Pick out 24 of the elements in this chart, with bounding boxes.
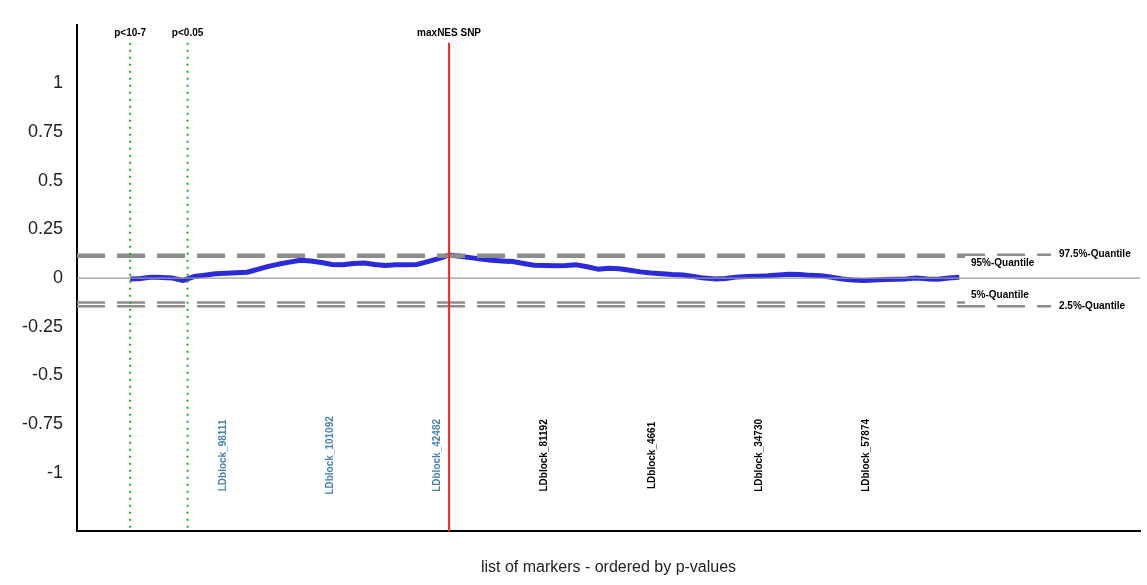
y-tick-label: 0.5 — [38, 169, 64, 190]
annotation: LDblock_34730 — [752, 418, 764, 492]
annotation: LDblock_57874 — [859, 418, 871, 492]
y-tick-label: -1 — [47, 461, 64, 482]
annotation: LDblock_98111 — [217, 419, 229, 492]
annotation: LDblock_81192 — [538, 418, 550, 492]
ref-line-label: 97.5%-Quantile — [1059, 248, 1132, 260]
x-axis-title: list of markers - ordered by p-values — [480, 557, 737, 575]
y-tick-label: -0.75 — [22, 413, 64, 434]
y-tick-label: 1 — [53, 72, 64, 93]
annotation: p<0.05 — [171, 26, 204, 38]
annotation: LDblock_42482 — [431, 418, 443, 492]
ref-line-label: 95%-Quantile — [971, 257, 1035, 269]
ref-line-label: 2.5%-Quantile — [1059, 300, 1126, 312]
y-tick-label: 0 — [53, 267, 64, 288]
ref-line-label: 5%-Quantile — [971, 289, 1030, 301]
annotation: LDblock_101092 — [324, 415, 336, 495]
annotation: maxNES SNP — [417, 26, 482, 38]
y-tick-label: -0.5 — [32, 364, 64, 385]
annotation: LDblock_4661 — [645, 421, 657, 490]
y-tick-label: -0.25 — [22, 315, 64, 336]
y-tick-label: 0.25 — [27, 218, 64, 239]
annotation: p<10-7 — [114, 26, 147, 38]
y-tick-label: 0.75 — [27, 120, 64, 141]
